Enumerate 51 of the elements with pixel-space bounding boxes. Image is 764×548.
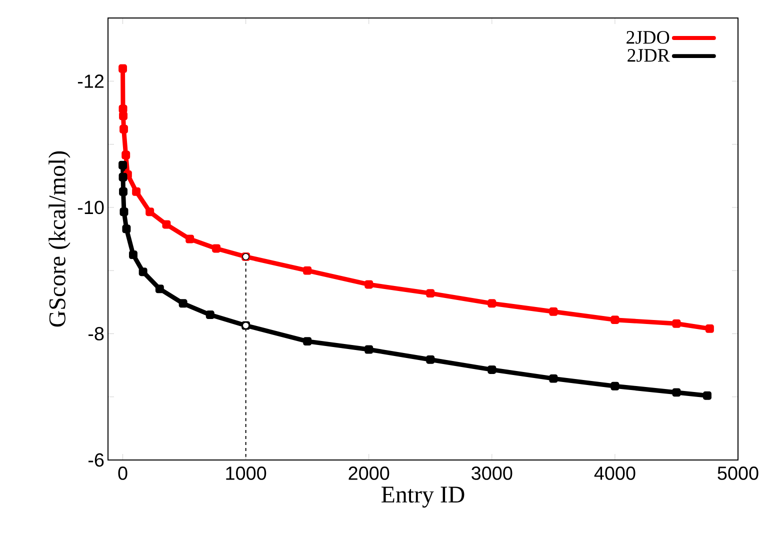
point <box>128 250 138 260</box>
point <box>610 316 620 324</box>
point <box>488 299 496 308</box>
point <box>303 337 312 346</box>
point <box>488 365 496 374</box>
point <box>212 244 221 253</box>
x-tick-label: 1000 <box>226 466 266 480</box>
x-tick-label: 3000 <box>472 466 512 480</box>
point <box>123 170 132 179</box>
legend-label: 2JDR <box>628 49 670 62</box>
point <box>703 391 712 400</box>
point <box>672 319 681 328</box>
point <box>364 345 374 354</box>
x-tick-label: 0 <box>118 466 128 480</box>
point <box>118 172 128 182</box>
point <box>705 324 714 333</box>
x-axis-title: Entry ID <box>382 486 464 508</box>
point <box>426 289 435 298</box>
point <box>206 310 214 320</box>
point <box>672 388 681 397</box>
y-tick-label: -10 <box>78 200 104 214</box>
point <box>155 284 164 294</box>
point <box>119 112 128 120</box>
point <box>549 307 558 316</box>
point <box>120 208 128 216</box>
y-tick-label: -12 <box>78 74 104 88</box>
point <box>119 187 128 196</box>
point <box>118 104 128 114</box>
y-axis-title: GScore (kcal/mol) <box>48 151 70 327</box>
point <box>426 355 435 364</box>
y-tick-label: -8 <box>88 327 104 340</box>
point <box>118 64 128 73</box>
x-tick-label: 4000 <box>594 466 636 480</box>
point <box>122 224 131 234</box>
y-tick-label: -6 <box>88 453 104 467</box>
point <box>132 187 141 196</box>
x-tick-label: 5000 <box>718 466 758 480</box>
point <box>178 299 188 308</box>
point <box>303 266 312 275</box>
x-tick-label: 2000 <box>348 466 390 480</box>
point <box>364 280 374 289</box>
point <box>122 150 130 160</box>
point <box>120 124 128 134</box>
point <box>146 208 154 216</box>
point <box>549 374 558 383</box>
point <box>138 268 148 276</box>
point <box>162 220 171 229</box>
point <box>610 382 620 390</box>
legend-label: 2JDO <box>626 31 670 44</box>
point <box>186 234 194 244</box>
point <box>118 160 128 170</box>
